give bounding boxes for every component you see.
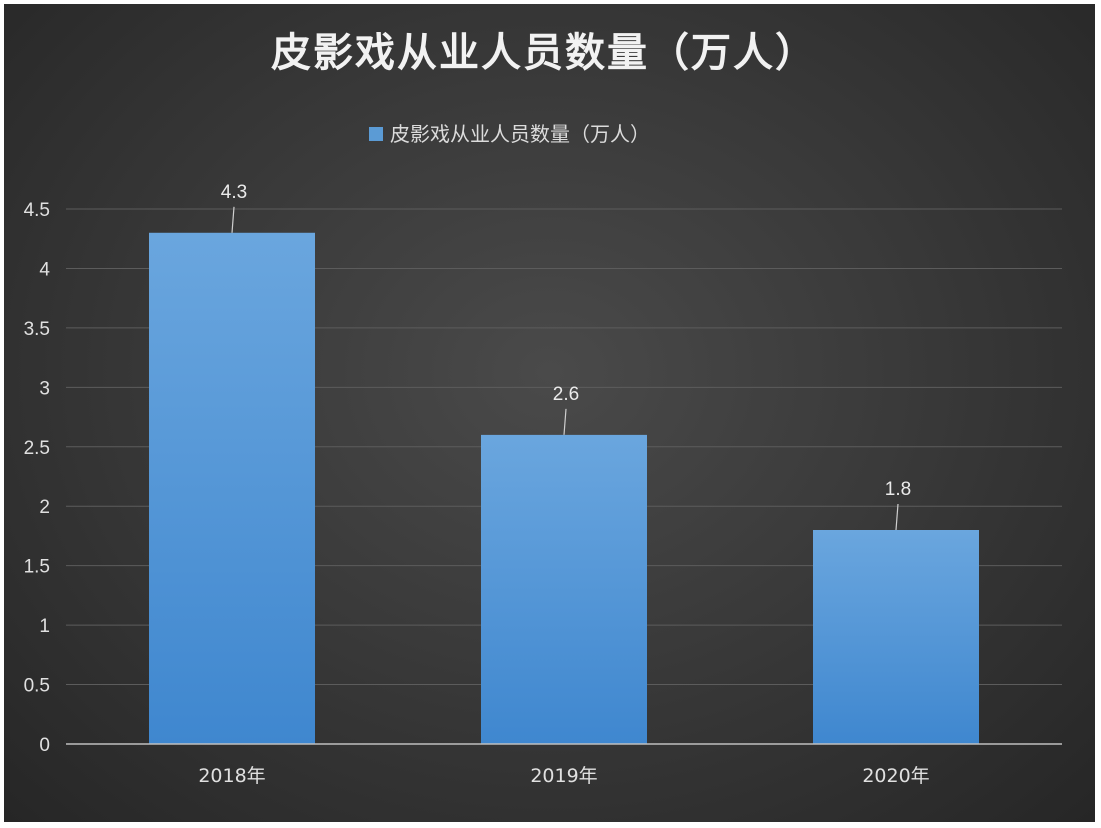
y-tick-label: 3.5 [24, 319, 50, 340]
y-tick-label: 2.5 [24, 438, 50, 459]
bar-2020年 [813, 530, 979, 744]
chart-frame: 皮影戏从业人员数量（万人） 皮影戏从业人员数量（万人） 0 0.5 1 1.5 2 2.5… [4, 4, 1095, 822]
bars [149, 232, 979, 744]
y-tick-label: 1 [39, 616, 50, 637]
data-label-leader [563, 408, 567, 435]
y-tick-label: 0 [39, 735, 50, 756]
x-category-label: 2019年 [530, 765, 597, 787]
bar-2018年 [149, 232, 315, 744]
y-tick-label: 2 [39, 497, 50, 518]
y-tick-label: 1.5 [24, 557, 50, 578]
y-tick-label: 0.5 [24, 676, 50, 697]
data-labels: 4.3 2.6 1.8 [221, 182, 911, 531]
y-tick-label: 3 [39, 378, 50, 399]
x-category-label: 2020年 [862, 765, 929, 787]
chart-title: 皮影戏从业人员数量（万人） [271, 29, 817, 76]
y-tick-label: 4 [39, 259, 50, 280]
legend-swatch [369, 127, 383, 141]
data-label: 2.6 [553, 384, 579, 405]
bar-chart: 皮影戏从业人员数量（万人） 皮影戏从业人员数量（万人） 0 0.5 1 1.5 2 2.5… [24, 29, 1062, 787]
data-label: 4.3 [221, 182, 247, 203]
data-label-leader [231, 206, 235, 233]
legend: 皮影戏从业人员数量（万人） [369, 122, 650, 146]
y-tick-label: 4.5 [24, 200, 50, 221]
y-axis-ticks: 0 0.5 1 1.5 2 2.5 3 3.5 4 4.5 [24, 200, 51, 756]
data-label-leader [895, 503, 899, 531]
data-label: 1.8 [885, 479, 911, 500]
x-category-label: 2018年 [198, 765, 265, 787]
legend-label: 皮影戏从业人员数量（万人） [390, 122, 650, 146]
bar-2019年 [481, 434, 647, 744]
x-axis-categories: 2018年 2019年 2020年 [198, 765, 929, 787]
